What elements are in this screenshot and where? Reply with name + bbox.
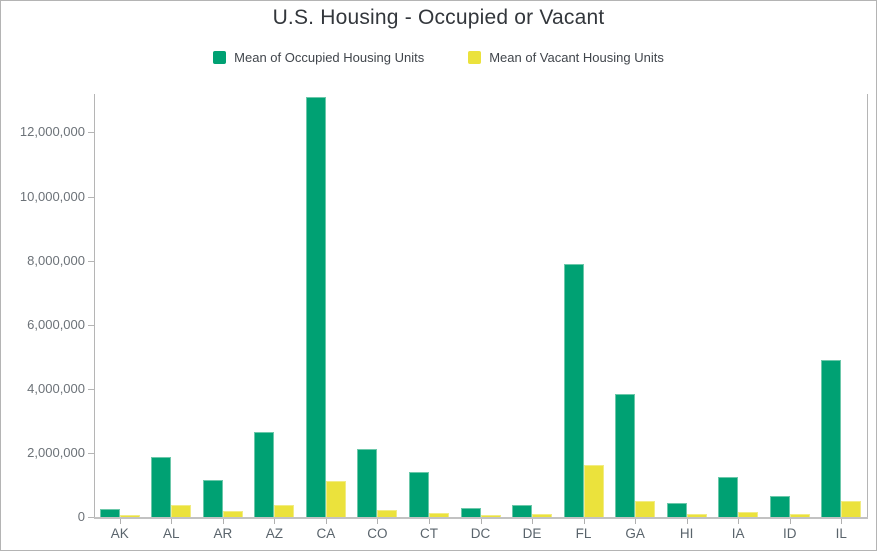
x-axis-category-label: AL: [163, 526, 180, 541]
x-axis-tick: [377, 519, 379, 524]
x-axis-tick: [428, 519, 430, 524]
x-axis-tick: [222, 519, 224, 524]
x-axis-tick: [325, 519, 327, 524]
y-axis-tick: [88, 517, 94, 518]
y-axis-tick: [88, 196, 94, 198]
x-axis-category-label: DE: [522, 526, 542, 541]
bar-vacant-DE[interactable]: [532, 514, 553, 517]
x-axis-category-label: AK: [110, 526, 129, 541]
bar-vacant-DC[interactable]: [480, 515, 501, 517]
bar-occupied-DC[interactable]: [460, 508, 481, 517]
bar-occupied-CT[interactable]: [408, 472, 429, 517]
y-axis-tick-label: 12,000,000: [19, 124, 85, 140]
bar-vacant-AR[interactable]: [222, 510, 243, 517]
x-axis-tick: [789, 519, 791, 524]
x-axis-category-label: AR: [213, 526, 233, 541]
y-axis-tick: [88, 324, 94, 326]
y-axis-tick-label: 0: [77, 509, 85, 524]
y-axis-tick-label: 4,000,000: [27, 380, 85, 396]
x-axis-tick: [841, 519, 843, 524]
bar-vacant-HI[interactable]: [686, 514, 707, 517]
x-axis-category-label: AZ: [265, 526, 283, 541]
x-axis-category-label: ID: [782, 526, 797, 541]
bar-occupied-HI[interactable]: [666, 502, 687, 517]
bar-vacant-AL[interactable]: [171, 505, 192, 517]
y-axis-tick-label: 8,000,000: [27, 252, 85, 268]
plot-right-border: [867, 94, 868, 517]
legend-swatch-occupied-icon: [213, 51, 227, 64]
legend-swatch-vacant-icon: [468, 51, 482, 64]
bar-occupied-FL[interactable]: [563, 263, 584, 517]
bar-vacant-CO[interactable]: [377, 509, 398, 517]
x-axis-category-label: IL: [835, 526, 847, 541]
x-axis-category-label: FL: [575, 526, 592, 541]
x-axis-tick: [738, 519, 740, 524]
y-axis-tick-label: 10,000,000: [19, 188, 85, 204]
legend-label-vacant: Mean of Vacant Housing Units: [489, 50, 664, 65]
x-axis-category-label: DC: [470, 526, 491, 541]
bar-vacant-AZ[interactable]: [274, 504, 295, 517]
bar-vacant-ID[interactable]: [789, 513, 810, 517]
y-axis-tick: [88, 452, 94, 454]
y-axis-line: [94, 94, 95, 517]
bar-occupied-CA[interactable]: [305, 97, 326, 517]
chart-title: U.S. Housing - Occupied or Vacant: [272, 6, 605, 29]
bar-vacant-AK[interactable]: [119, 514, 140, 517]
x-axis-category-label: GA: [625, 526, 645, 541]
y-axis-tick: [88, 260, 94, 262]
y-axis-tick-label: 6,000,000: [27, 316, 85, 332]
bar-occupied-ID[interactable]: [769, 496, 790, 517]
x-axis-tick: [480, 519, 482, 524]
x-axis-tick: [171, 519, 173, 524]
bar-vacant-IL[interactable]: [841, 500, 862, 517]
x-axis-tick: [532, 519, 534, 524]
legend-label-occupied: Mean of Occupied Housing Units: [234, 50, 425, 65]
bar-vacant-IA[interactable]: [738, 512, 759, 517]
chart-legend: Mean of Occupied Housing Units Mean of V…: [1, 50, 876, 65]
y-axis-tick: [88, 132, 94, 134]
x-axis-category-label: CT: [419, 526, 438, 541]
x-axis-tick: [119, 519, 121, 524]
bar-vacant-FL[interactable]: [583, 464, 604, 517]
x-axis-category-label: CO: [367, 526, 388, 541]
x-axis-tick: [635, 519, 637, 524]
bar-occupied-AR[interactable]: [202, 479, 223, 517]
x-axis-category-label: HI: [679, 526, 694, 541]
bar-occupied-DE[interactable]: [512, 505, 533, 517]
x-axis-category-label: CA: [316, 526, 336, 541]
bar-occupied-AK[interactable]: [99, 508, 120, 517]
bar-occupied-GA[interactable]: [615, 394, 636, 517]
bar-vacant-GA[interactable]: [635, 500, 656, 517]
bar-vacant-CT[interactable]: [428, 512, 449, 517]
x-axis-tick: [274, 519, 276, 524]
x-axis-tick: [686, 519, 688, 524]
bar-occupied-IL[interactable]: [821, 360, 842, 517]
bar-occupied-AL[interactable]: [151, 457, 172, 517]
bar-vacant-CA[interactable]: [325, 481, 346, 517]
bar-occupied-IA[interactable]: [718, 476, 739, 517]
y-axis-tick: [88, 388, 94, 390]
legend-item-vacant[interactable]: Mean of Vacant Housing Units: [468, 50, 664, 65]
y-axis-tick-label: 2,000,000: [27, 444, 85, 460]
x-axis-line: [94, 517, 868, 519]
x-axis-tick: [583, 519, 585, 524]
bar-occupied-AZ[interactable]: [254, 432, 275, 517]
bar-occupied-CO[interactable]: [357, 449, 378, 517]
legend-item-occupied[interactable]: Mean of Occupied Housing Units: [213, 50, 424, 65]
x-axis-category-label: IA: [731, 526, 745, 541]
